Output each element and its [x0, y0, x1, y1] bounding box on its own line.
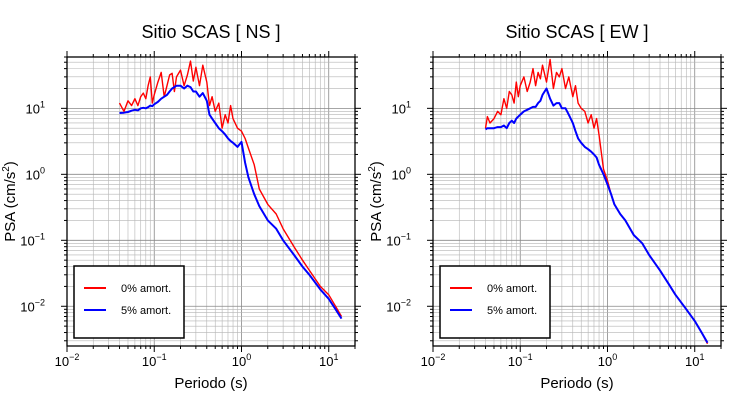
- y-tick-label-exponent: −1: [35, 231, 45, 241]
- x-tick-label-base: 10: [421, 354, 435, 369]
- y-tick-label-base: 10: [26, 101, 40, 116]
- y-tick-label: 101: [392, 99, 411, 116]
- y-tick-label: 100: [392, 165, 411, 182]
- y-axis-label-text: PSA (cm/s: [368, 172, 385, 242]
- y-tick-label: 10−1: [386, 231, 411, 248]
- x-tick-label-exponent: 1: [333, 352, 338, 362]
- x-tick-label-exponent: −1: [156, 352, 166, 362]
- x-tick-label: 100: [232, 352, 251, 369]
- x-tick-label: 10−1: [508, 352, 533, 369]
- y-tick-label-exponent: −2: [401, 297, 411, 307]
- y-axis-label: PSA (cm/s2): [1, 161, 19, 242]
- x-tick-label-exponent: 0: [246, 352, 251, 362]
- chart-title: Sitio SCAS [ NS ]: [141, 22, 280, 42]
- legend-box: [73, 265, 185, 339]
- y-axis-label-text: PSA (cm/s: [2, 172, 19, 242]
- legend-label: 5% amort.: [121, 305, 171, 317]
- x-tick-label-exponent: −1: [522, 352, 532, 362]
- y-tick-label: 10−2: [20, 297, 45, 314]
- y-tick-label-base: 10: [392, 167, 406, 182]
- x-tick-label-base: 10: [508, 354, 522, 369]
- x-axis-label: Periodo (s): [174, 375, 247, 392]
- x-tick-label: 10−2: [55, 352, 80, 369]
- x-tick-label: 101: [685, 352, 704, 369]
- y-tick-label-exponent: 0: [406, 165, 411, 175]
- legend: 0% amort. 5% amort.: [73, 265, 185, 339]
- y-axis-label-tail: ): [368, 161, 385, 166]
- x-tick-label-base: 10: [685, 354, 699, 369]
- x-tick-label-base: 10: [598, 354, 612, 369]
- x-tick-label-exponent: 1: [699, 352, 704, 362]
- axis-ticks: [61, 51, 361, 352]
- plot-frame: [66, 56, 356, 347]
- legend: 0% amort. 5% amort.: [439, 265, 551, 339]
- y-tick-label: 101: [26, 99, 45, 116]
- y-tick-label-base: 10: [386, 233, 400, 248]
- y-tick-label: 10−1: [20, 231, 45, 248]
- axis-ticks: [427, 51, 727, 352]
- legend-label: 0% amort.: [487, 283, 537, 295]
- legend-label: 0% amort.: [121, 283, 171, 295]
- series-line-amort-5: [484, 87, 709, 344]
- x-tick-label-base: 10: [319, 354, 333, 369]
- y-tick-label-exponent: −2: [35, 297, 45, 307]
- y-tick-label-exponent: −1: [401, 231, 411, 241]
- x-tick-label: 10−2: [421, 352, 446, 369]
- x-tick-label-exponent: −2: [435, 352, 445, 362]
- x-tick-label-base: 10: [142, 354, 156, 369]
- y-tick-label: 10−2: [386, 297, 411, 314]
- y-tick-label-base: 10: [392, 101, 406, 116]
- chart-title: Sitio SCAS [ EW ]: [505, 22, 648, 42]
- y-tick-label-exponent: 1: [406, 99, 411, 109]
- x-axis-label: Periodo (s): [540, 375, 613, 392]
- grid: [66, 56, 356, 346]
- y-tick-label: 100: [26, 165, 45, 182]
- legend-label: 5% amort.: [487, 305, 537, 317]
- y-axis-label-superscript: 2: [1, 166, 12, 172]
- y-axis-label-superscript: 2: [367, 166, 378, 172]
- x-tick-label-base: 10: [232, 354, 246, 369]
- x-tick-label-exponent: 0: [612, 352, 617, 362]
- plot-frame: [432, 56, 722, 347]
- legend-box: [439, 265, 551, 339]
- x-tick-label: 100: [598, 352, 617, 369]
- series-line-amort-0: [118, 60, 343, 317]
- y-axis-label-tail: ): [2, 161, 19, 166]
- y-tick-label-exponent: 1: [40, 99, 45, 109]
- x-tick-label-base: 10: [55, 354, 69, 369]
- x-tick-label: 10−1: [142, 352, 167, 369]
- y-tick-label-exponent: 0: [40, 165, 45, 175]
- y-tick-label-base: 10: [20, 233, 34, 248]
- x-tick-label: 101: [319, 352, 338, 369]
- y-tick-label-base: 10: [386, 299, 400, 314]
- y-tick-label-base: 10: [20, 299, 34, 314]
- series-line-amort-5: [119, 84, 343, 320]
- y-tick-label-base: 10: [26, 167, 40, 182]
- y-axis-label: PSA (cm/s2): [367, 161, 385, 242]
- x-tick-label-exponent: −2: [69, 352, 79, 362]
